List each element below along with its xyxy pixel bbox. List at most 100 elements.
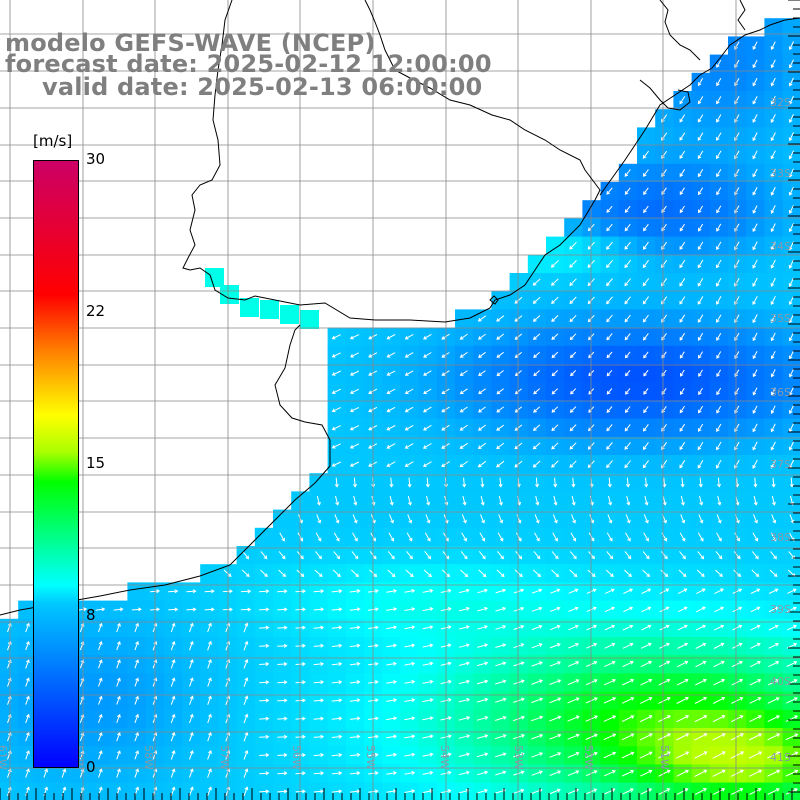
wind-arrow — [134, 677, 139, 687]
wind-arrow — [25, 750, 30, 760]
speed-cell — [200, 673, 219, 693]
speed-cell — [637, 163, 656, 183]
wind-arrow — [223, 569, 232, 578]
wind-arrow — [569, 351, 577, 359]
speed-cell — [655, 127, 674, 147]
speed-cell — [691, 345, 711, 365]
wind-arrow — [313, 625, 325, 630]
speed-cell — [746, 273, 765, 292]
speed-cell — [491, 709, 511, 729]
colorbar-tick-15: 15 — [86, 454, 106, 472]
speed-cell — [673, 236, 693, 256]
speed-cell — [728, 54, 747, 74]
wind-arrow — [697, 78, 704, 87]
wind-arrow — [752, 441, 758, 451]
wind-arrow — [388, 532, 395, 542]
wind-arrow — [495, 606, 507, 612]
wind-arrow — [496, 424, 505, 431]
wind-arrow — [770, 241, 776, 251]
speed-cell — [764, 746, 784, 765]
wind-arrow — [496, 333, 505, 340]
wind-arrow — [406, 550, 413, 560]
wind-arrow — [715, 551, 723, 560]
speed-cell — [618, 327, 638, 347]
wind-arrow — [458, 770, 470, 776]
wind-arrow — [134, 695, 139, 705]
wind-arrow — [531, 715, 544, 722]
wind-arrow — [696, 569, 705, 578]
speed-cell — [709, 418, 729, 438]
wind-arrow — [116, 659, 121, 669]
speed-cell — [691, 382, 711, 401]
wind-arrow — [478, 550, 486, 560]
speed-cell — [673, 764, 693, 784]
speed-cell — [709, 709, 729, 729]
wind-arrow — [189, 713, 194, 724]
speed-cell — [91, 618, 110, 638]
wind-arrow — [551, 406, 559, 413]
wind-arrow — [697, 532, 704, 542]
speed-cell — [691, 436, 711, 456]
wind-arrow — [549, 733, 562, 740]
wind-arrow — [349, 443, 360, 449]
wind-arrow — [422, 643, 434, 648]
speed-cell — [473, 364, 492, 383]
wind-arrow — [423, 333, 432, 340]
wind-arrow — [605, 259, 613, 269]
wind-arrow — [243, 659, 249, 669]
speed-cell — [728, 382, 747, 401]
wind-arrow — [621, 697, 635, 704]
speed-cell — [764, 764, 784, 784]
wind-arrow — [531, 679, 543, 685]
wind-arrow — [788, 259, 795, 269]
speed-cell — [691, 655, 711, 674]
wind-arrow — [531, 588, 543, 594]
wind-arrow — [331, 771, 343, 776]
speed-cell — [728, 364, 747, 383]
speed-cell — [582, 655, 602, 674]
speed-cell — [200, 728, 219, 747]
wind-arrow — [680, 495, 685, 506]
speed-cell — [673, 436, 693, 456]
speed-cell — [400, 400, 420, 420]
wind-arrow — [551, 551, 559, 560]
speed-cell — [637, 273, 656, 292]
wind-arrow — [550, 624, 561, 631]
wind-arrow — [459, 460, 468, 468]
speed-cell — [618, 436, 638, 456]
wind-arrow — [189, 677, 194, 687]
speed-cell — [418, 327, 438, 347]
wind-arrow — [531, 752, 544, 758]
speed-cell — [72, 764, 92, 784]
wind-arrow — [624, 333, 631, 341]
wind-arrow — [170, 659, 176, 669]
speed-cell — [582, 728, 602, 747]
speed-cell — [764, 254, 784, 274]
speed-cell — [473, 400, 492, 420]
wind-arrow — [496, 351, 504, 358]
wind-arrow — [624, 278, 631, 287]
speed-cell — [582, 291, 602, 310]
wind-arrow — [331, 643, 343, 648]
speed-cell — [91, 655, 110, 674]
wind-arrow — [625, 388, 631, 395]
speed-cell — [764, 145, 784, 165]
wind-arrow — [624, 187, 631, 195]
speed-cell — [655, 691, 674, 711]
speed-cell — [400, 455, 420, 474]
wind-arrow — [697, 296, 704, 305]
wind-arrow — [495, 679, 507, 685]
speed-cell — [582, 273, 602, 292]
speed-cell — [728, 400, 747, 420]
wind-arrow — [25, 677, 30, 687]
wind-arrow — [770, 223, 776, 233]
wind-arrow — [334, 514, 340, 524]
wind-arrow — [785, 769, 799, 777]
wind-arrow — [497, 550, 504, 560]
wind-arrow — [459, 424, 468, 431]
wind-arrow — [606, 406, 613, 414]
wind-arrow — [170, 695, 176, 705]
speed-cell — [91, 709, 110, 729]
speed-cell — [600, 746, 620, 765]
wind-arrow — [770, 387, 776, 396]
